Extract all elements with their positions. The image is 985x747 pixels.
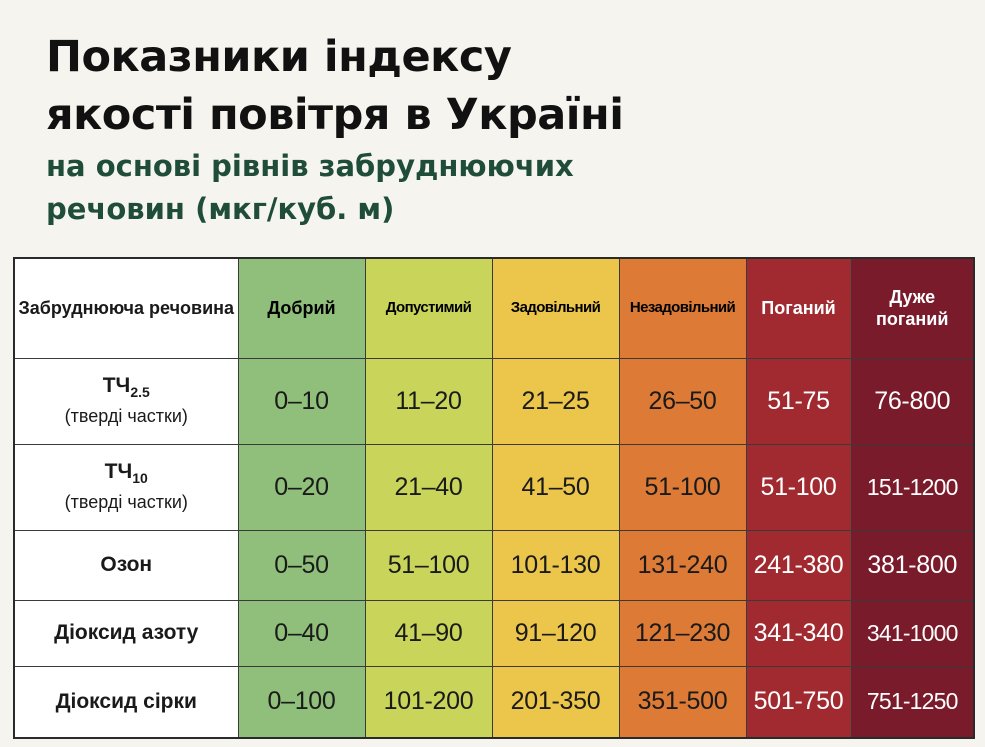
pollutant-cell: Діоксид азоту: [13, 599, 239, 667]
table-row: Діоксид азоту 0–40 41–90 91–120 121–230 …: [13, 599, 975, 667]
value-cell: 26–50: [618, 357, 747, 445]
value-cell: 76-800: [850, 357, 975, 445]
page-title: Показники індексу якості повітря в Украї…: [46, 28, 624, 144]
value-cell: 51-75: [745, 357, 852, 445]
table-row: ТЧ10 (тверді частки) 0–20 21–40 41–50 51-…: [13, 443, 975, 531]
value-cell: 751-1250: [850, 665, 975, 739]
pollutant-note: (тверді частки): [64, 492, 188, 513]
pollutant-cell: ТЧ10 (тверді частки): [13, 443, 239, 531]
table-header-row: Забруднююча речовина Добрий Допустимий З…: [13, 257, 975, 359]
value-cell: 51-100: [745, 443, 852, 531]
header-level-very-poor: Дуже поганий: [850, 257, 975, 359]
subtitle-line-1: на основі рівнів забруднюючих: [46, 149, 574, 183]
value-cell: 41–50: [491, 443, 620, 531]
header-level-moderate: Задовільний: [491, 257, 620, 359]
pollutant-cell: ТЧ2.5 (тверді частки): [13, 357, 239, 445]
value-cell: 51–100: [364, 529, 493, 601]
value-cell: 131-240: [618, 529, 747, 601]
value-cell: 101-130: [491, 529, 620, 601]
value-cell: 51-100: [618, 443, 747, 531]
value-cell: 0–50: [237, 529, 366, 601]
value-cell: 0–10: [237, 357, 366, 445]
value-cell: 41–90: [364, 599, 493, 667]
value-cell: 151-1200: [850, 443, 975, 531]
value-cell: 0–20: [237, 443, 366, 531]
value-cell: 241-380: [745, 529, 852, 601]
pollutant-name: ТЧ: [102, 373, 131, 397]
header-pollutant: Забруднююча речовина: [13, 257, 239, 359]
pollutant-cell: Діоксид сірки: [13, 665, 239, 739]
header-level-acceptable: Допустимий: [364, 257, 493, 359]
value-cell: 351-500: [618, 665, 747, 739]
pollutant-cell: Озон: [13, 529, 239, 601]
table-row: Діоксид сірки 0–100 101-200 201-350 351-…: [13, 665, 975, 739]
value-cell: 341-1000: [850, 599, 975, 667]
page-subtitle: на основі рівнів забруднюючих речовин (м…: [46, 145, 574, 231]
value-cell: 11–20: [364, 357, 493, 445]
header-level-poor: Поганий: [745, 257, 852, 359]
value-cell: 121–230: [618, 599, 747, 667]
header-level-unsatisfactory: Незадовільний: [618, 257, 747, 359]
value-cell: 0–40: [237, 599, 366, 667]
title-line-2: якості повітря в Україні: [46, 90, 624, 140]
value-cell: 381-800: [850, 529, 975, 601]
value-cell: 341-340: [745, 599, 852, 667]
value-cell: 21–25: [491, 357, 620, 445]
value-cell: 101-200: [364, 665, 493, 739]
pollutant-name: ТЧ: [104, 459, 133, 483]
table-row: ТЧ2.5 (тверді частки) 0–10 11–20 21–25 26…: [13, 357, 975, 445]
pollutant-subscript: 2.5: [130, 384, 150, 401]
header-level-good: Добрий: [237, 257, 366, 359]
value-cell: 0–100: [237, 665, 366, 739]
aqi-table: Забруднююча речовина Добрий Допустимий З…: [13, 257, 975, 739]
pollutant-subscript: 10: [132, 470, 148, 487]
table-row: Озон 0–50 51–100 101-130 131-240 241-380…: [13, 529, 975, 601]
value-cell: 91–120: [491, 599, 620, 667]
value-cell: 201-350: [491, 665, 620, 739]
title-line-1: Показники індексу: [46, 32, 512, 82]
value-cell: 21–40: [364, 443, 493, 531]
value-cell: 501-750: [745, 665, 852, 739]
pollutant-note: (тверді частки): [64, 406, 188, 427]
subtitle-line-2: речовин (мкг/куб. м): [46, 192, 395, 226]
